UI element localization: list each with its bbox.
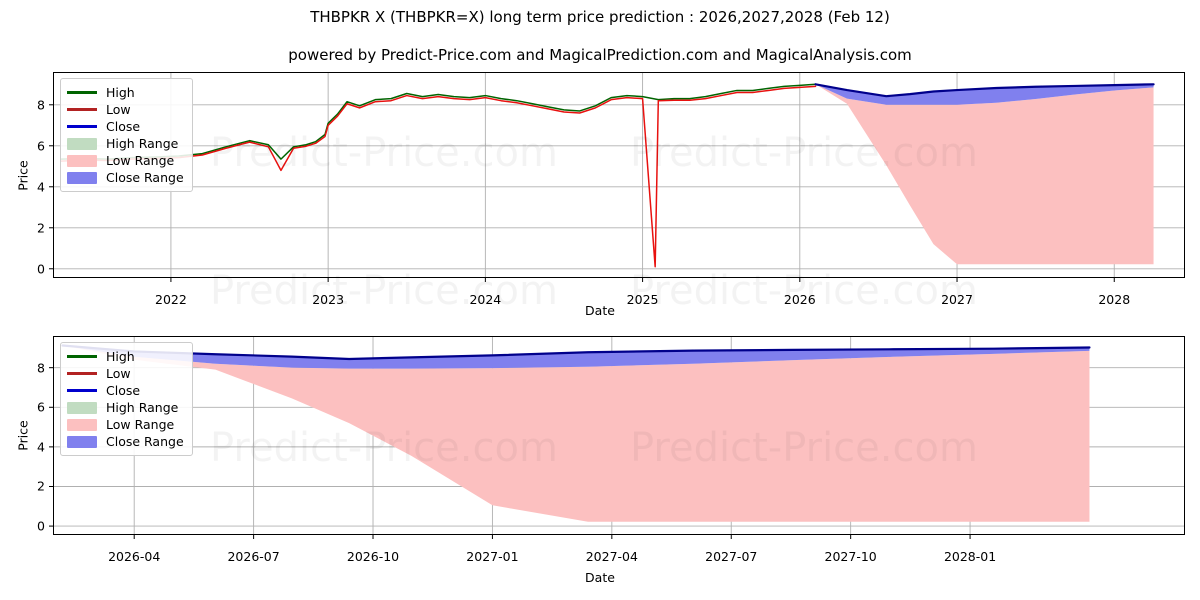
legend-line-swatch — [67, 125, 97, 128]
legend-item-close-range: Close Range — [67, 433, 184, 450]
bottom-chart-panel: Price Date High Low Close High Range Low Ran… — [0, 320, 1200, 600]
y-tick-label: 2 — [37, 220, 45, 236]
legend-line-swatch — [67, 372, 97, 375]
legend-patch-swatch — [67, 171, 97, 184]
y-tick-label: 0 — [37, 261, 45, 277]
series-line-high — [60, 83, 817, 160]
legend-item-label: Close Range — [106, 434, 184, 449]
bottom-plot-frame — [53, 336, 1185, 535]
legend-line-swatch — [67, 91, 97, 94]
bottom-x-axis-label: Date — [585, 570, 615, 585]
legend-item-low: Low — [67, 365, 184, 382]
y-tick-label: 4 — [37, 179, 45, 195]
x-tick-label: 2022 — [155, 292, 187, 307]
legend-item-label: High Range — [106, 400, 179, 415]
x-tick-label: 2027 — [941, 292, 973, 307]
top-plot-frame — [53, 72, 1185, 278]
series-line-close — [814, 83, 1155, 98]
legend-item-label: High — [106, 349, 135, 364]
series-line-close — [61, 344, 1091, 361]
legend-item-close-range: Close Range — [67, 169, 184, 186]
y-tick-label: 6 — [37, 138, 45, 154]
y-tick-label: 2 — [37, 478, 45, 494]
legend-patch-swatch — [67, 401, 97, 414]
y-tick-label: 8 — [37, 97, 45, 113]
legend-item-label: Close Range — [106, 170, 184, 185]
legend-item-high-range: High Range — [67, 135, 184, 152]
x-tick-label: 2028 — [1098, 292, 1131, 307]
y-tick-label: 8 — [37, 360, 45, 376]
legend-item-low: Low — [67, 101, 184, 118]
legend-item-high-range: High Range — [67, 399, 184, 416]
legend-item-high: High — [67, 348, 184, 365]
legend-line-swatch — [67, 355, 97, 358]
legend-item-label: Low — [106, 366, 131, 381]
band-low-range — [62, 345, 1090, 522]
legend-item-low-range: Low Range — [67, 152, 184, 169]
legend-item-close: Close — [67, 382, 184, 399]
legend-item-label: Low — [106, 102, 131, 117]
legend-item-label: Low Range — [106, 417, 175, 432]
top-y-axis-label: Price — [15, 160, 31, 191]
x-tick-label: 2023 — [312, 292, 345, 307]
top-chart-canvas — [49, 72, 1185, 282]
page-subtitle: powered by Predict-Price.com and Magical… — [288, 46, 912, 64]
top-chart-panel: Price Date High Low Close High Range Low Ran… — [15, 72, 1185, 318]
series-line-low — [60, 85, 817, 268]
legend-item-label: High Range — [106, 136, 179, 151]
legend-item-label: Close — [106, 119, 141, 134]
legend-line-swatch — [67, 389, 97, 392]
legend-item-label: High — [106, 85, 135, 100]
legend-patch-swatch — [67, 137, 97, 150]
legend-item-label: Low Range — [106, 153, 175, 168]
y-tick-label: 0 — [37, 518, 45, 534]
bottom-legend: High Low Close High Range Low Range Close Ran… — [60, 342, 193, 456]
x-tick-label: 2026 — [783, 292, 816, 307]
x-tick-label: 2027-01 — [466, 549, 519, 564]
x-tick-label: 2026-10 — [346, 549, 400, 564]
band-close-range — [62, 345, 1090, 369]
legend-item-low-range: Low Range — [67, 416, 184, 433]
bottom-chart-canvas — [49, 336, 1185, 539]
page-title: THBPKR X (THBPKR=X) long term price pred… — [310, 8, 890, 26]
x-tick-label: 2027-10 — [824, 549, 877, 564]
x-tick-label: 2024 — [469, 292, 502, 307]
x-tick-label: 2025 — [626, 292, 659, 307]
x-tick-label: 2028-01 — [943, 549, 997, 564]
x-tick-label: 2026-04 — [108, 549, 161, 564]
top-x-axis-label: Date — [585, 303, 615, 318]
legend-patch-swatch — [67, 154, 97, 167]
top-legend: High Low Close High Range Low Range Close Ran… — [60, 78, 193, 192]
legend-patch-swatch — [67, 418, 97, 431]
legend-item-close: Close — [67, 118, 184, 135]
y-tick-label: 4 — [37, 439, 45, 455]
x-tick-label: 2027-07 — [705, 549, 758, 564]
x-tick-label: 2027-04 — [585, 549, 638, 564]
legend-item-label: Close — [106, 383, 141, 398]
band-low-range — [815, 84, 1154, 265]
legend-item-high: High — [67, 84, 184, 101]
legend-patch-swatch — [67, 435, 97, 448]
legend-line-swatch — [67, 108, 97, 111]
y-tick-label: 6 — [37, 399, 45, 415]
band-close-range — [815, 84, 1154, 105]
x-tick-label: 2026-07 — [227, 549, 280, 564]
